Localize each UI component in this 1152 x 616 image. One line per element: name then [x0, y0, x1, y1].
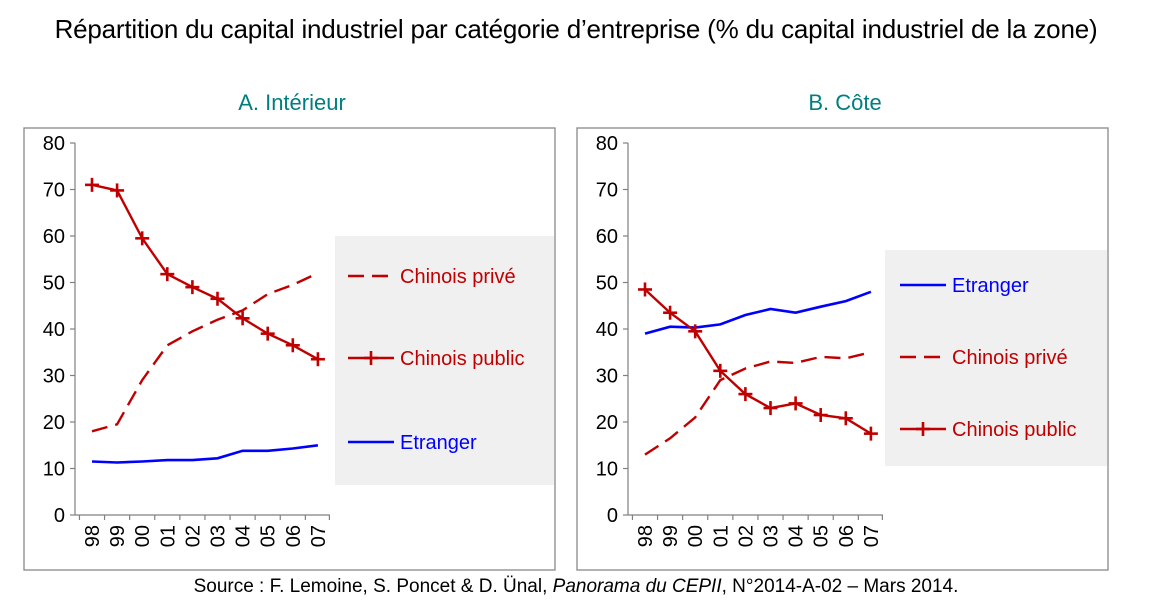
y-tick-label: 60 [43, 226, 65, 248]
source-prefix: Source : F. Lemoine, S. Poncet & D. Ünal… [193, 576, 553, 597]
y-tick-label: 70 [43, 180, 65, 202]
x-tick-label: 03 [208, 525, 230, 547]
data-point [663, 305, 678, 320]
y-tick-label: 10 [43, 459, 65, 481]
data-point [813, 408, 828, 423]
y-tick-label: 30 [43, 366, 65, 388]
y-tick-label: 30 [596, 366, 618, 388]
x-tick-label: 04 [786, 525, 808, 547]
x-tick-label: 01 [710, 525, 732, 547]
legend-label: Etranger [400, 432, 477, 454]
series-line-chinois-public [91, 183, 319, 361]
series-line-chinois-privé [644, 351, 872, 456]
main-title: Répartition du capital industriel par ca… [54, 14, 1098, 44]
legend-entry: Etranger [348, 432, 477, 454]
legend-entry: Chinois public [348, 348, 525, 370]
legend-label: Etranger [952, 275, 1029, 297]
series-line-chinois-privé [91, 272, 319, 433]
panel-interieur: A. Intérieur 0 10 20 30 40 50 60 70 80 98 99 00 01 02… [23, 90, 556, 571]
y-tick-label: 60 [596, 226, 618, 248]
x-tick-label: 98 [82, 525, 104, 547]
x-tick-label: 07 [308, 525, 330, 547]
y-tick-label: 80 [43, 133, 65, 155]
data-point [85, 177, 99, 192]
panel-title: A. Intérieur [238, 90, 346, 115]
panel-title: B. Côte [808, 90, 881, 115]
data-point [210, 291, 225, 306]
legend-entry: Chinois privé [900, 347, 1068, 369]
x-tick-label: 05 [811, 525, 833, 547]
data-point [310, 352, 325, 367]
legend-label: Chinois privé [952, 347, 1068, 369]
data-point [638, 282, 652, 297]
x-tick-label: 01 [157, 525, 179, 547]
data-point [260, 326, 275, 341]
source-note: Source : F. Lemoine, S. Poncet & D. Ünal… [0, 576, 1152, 598]
x-tick-label: 06 [836, 525, 858, 547]
legend-entry: Chinois public [900, 419, 1077, 441]
data-point [788, 396, 803, 411]
x-tick-label: 07 [861, 525, 883, 547]
data-point [135, 231, 150, 246]
x-tick-label: 05 [258, 525, 280, 547]
x-tick-label: 03 [761, 525, 783, 547]
data-point [185, 280, 200, 295]
x-tick-label: 99 [107, 525, 129, 547]
series-line-etranger [644, 290, 872, 335]
y-tick-label: 40 [43, 319, 65, 341]
x-tick-label: 02 [735, 525, 757, 547]
y-tick-label: 80 [596, 133, 618, 155]
legend-label: Chinois public [952, 419, 1077, 441]
data-point [110, 183, 125, 198]
data-point [863, 426, 878, 441]
data-point [763, 401, 778, 416]
y-tick-label: 10 [596, 459, 618, 481]
legend-entry: Chinois privé [348, 266, 516, 288]
source-suffix: , N°2014-A-02 – Mars 2014. [721, 576, 959, 597]
x-tick-label: 98 [635, 525, 657, 547]
y-tick-label: 0 [607, 505, 618, 527]
x-tick-label: 00 [685, 525, 707, 547]
data-point [285, 338, 300, 353]
y-tick-label: 70 [596, 180, 618, 202]
data-point [160, 267, 175, 282]
source-publication: Panorama du CEPII [552, 576, 722, 597]
legend-label: Chinois public [400, 348, 525, 370]
x-tick-label: 99 [660, 525, 682, 547]
x-tick-label: 04 [233, 525, 255, 547]
legend-entry: Etranger [900, 275, 1029, 297]
y-tick-label: 20 [43, 412, 65, 434]
y-tick-label: 50 [43, 273, 65, 295]
y-tick-label: 20 [596, 412, 618, 434]
series-line-etranger [91, 444, 319, 464]
legend-label: Chinois privé [400, 266, 516, 288]
y-tick-label: 50 [596, 273, 618, 295]
data-point [713, 363, 728, 378]
data-point [688, 324, 703, 339]
y-tick-label: 40 [596, 319, 618, 341]
x-tick-label: 00 [132, 525, 154, 547]
y-tick-label: 0 [54, 505, 65, 527]
series-line-chinois-public [644, 288, 872, 435]
data-point [738, 387, 753, 402]
data-point [838, 411, 853, 426]
x-tick-label: 02 [182, 525, 204, 547]
x-tick-label: 06 [283, 525, 305, 547]
data-point [235, 311, 250, 326]
